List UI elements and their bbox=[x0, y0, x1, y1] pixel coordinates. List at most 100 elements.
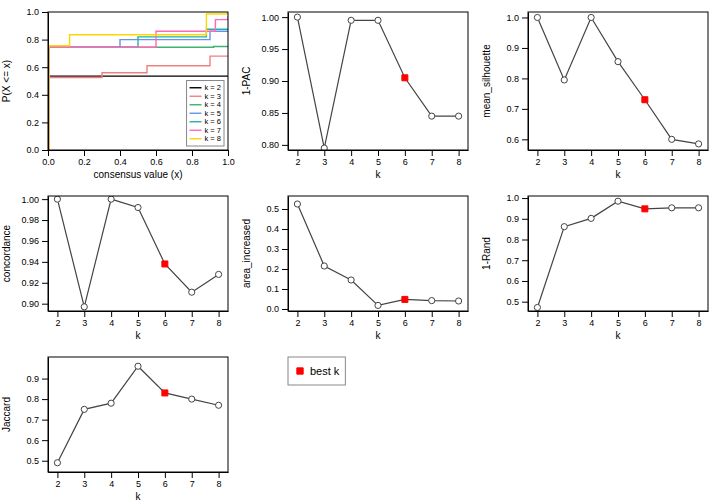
tick-label: 7 bbox=[430, 157, 435, 167]
tick-label: 8 bbox=[217, 318, 222, 328]
tick-label: 0.92 bbox=[21, 278, 39, 288]
tick-label: 1.0 bbox=[506, 193, 519, 203]
tick-label: 5 bbox=[616, 318, 621, 328]
tick-label: 1.00 bbox=[261, 12, 279, 22]
tick: 7 bbox=[670, 311, 675, 328]
tick: 8 bbox=[457, 150, 462, 167]
y-axis: 0.800.850.900.951.00 bbox=[261, 12, 288, 150]
tick-mark bbox=[138, 311, 139, 317]
axis-line bbox=[48, 197, 49, 312]
plot-frame bbox=[288, 12, 468, 150]
tick: 3 bbox=[322, 311, 327, 328]
tick-mark bbox=[282, 145, 288, 146]
tick: 4 bbox=[349, 150, 354, 167]
tick: 0.2 bbox=[26, 118, 48, 128]
tick-label: 0.6 bbox=[506, 276, 519, 286]
tick-label: 5 bbox=[376, 157, 381, 167]
tick-mark bbox=[618, 150, 619, 156]
tick-label: 0.4 bbox=[26, 90, 39, 100]
best-point bbox=[162, 261, 168, 267]
tick-mark bbox=[459, 150, 460, 156]
metric-line bbox=[57, 366, 218, 463]
tick-mark bbox=[645, 311, 646, 317]
tick-mark bbox=[120, 150, 121, 156]
tick-label: 2 bbox=[295, 318, 300, 328]
ecdf-line bbox=[48, 56, 228, 150]
tick: 4 bbox=[109, 472, 114, 489]
tick: 0.8 bbox=[26, 394, 48, 404]
tick-label: 2 bbox=[535, 157, 540, 167]
tick: 0.90 bbox=[21, 299, 48, 309]
tick-mark bbox=[324, 150, 325, 156]
tick: 0.6 bbox=[150, 150, 163, 167]
tick-mark bbox=[282, 113, 288, 114]
tick: 0.8 bbox=[26, 35, 48, 45]
tick-label: 0.6 bbox=[506, 135, 519, 145]
tick-label: 4 bbox=[589, 318, 594, 328]
y-axis: 0.50.60.70.80.9 bbox=[26, 358, 48, 473]
point bbox=[429, 113, 435, 119]
tick-mark bbox=[672, 311, 673, 317]
tick-mark bbox=[192, 311, 193, 317]
legend-swatch bbox=[190, 96, 202, 97]
tick-label: 3 bbox=[322, 157, 327, 167]
tick: 0.8 bbox=[186, 150, 199, 167]
tick-label: 0.96 bbox=[21, 236, 39, 246]
point bbox=[294, 201, 300, 207]
tick: 0.92 bbox=[21, 278, 48, 288]
axis-line bbox=[528, 13, 529, 151]
tick-label: 0.2 bbox=[26, 118, 39, 128]
tick-label: 0.6 bbox=[26, 63, 39, 73]
tick-label: 6 bbox=[403, 157, 408, 167]
tick-mark bbox=[297, 311, 298, 317]
ecdf-line bbox=[48, 31, 228, 150]
best-point bbox=[642, 97, 648, 103]
tick-label: 7 bbox=[190, 479, 195, 489]
legend-swatch bbox=[190, 87, 202, 88]
plot-area bbox=[294, 14, 461, 150]
plot-area bbox=[534, 198, 701, 310]
tick-mark bbox=[42, 420, 48, 421]
tick-mark bbox=[84, 311, 85, 317]
y-axis-label: area_increased bbox=[241, 219, 252, 288]
tick: 6 bbox=[643, 150, 648, 167]
point bbox=[561, 224, 567, 230]
tick-label: 2 bbox=[295, 157, 300, 167]
tick: 4 bbox=[109, 311, 114, 328]
tick: 0.6 bbox=[506, 276, 528, 286]
x-axis-label: k bbox=[616, 330, 622, 341]
y-axis-label: 1-PAC bbox=[241, 67, 252, 96]
tick: 1.0 bbox=[506, 193, 528, 203]
point bbox=[81, 406, 87, 412]
tick: 4 bbox=[589, 311, 594, 328]
tick-mark bbox=[564, 311, 565, 317]
tick-mark bbox=[156, 150, 157, 156]
tick-mark bbox=[522, 48, 528, 49]
tick-label: 0.5 bbox=[266, 204, 279, 214]
tick: 0.94 bbox=[21, 257, 48, 267]
tick-label: 8 bbox=[697, 318, 702, 328]
tick-label: 0.95 bbox=[261, 44, 279, 54]
tick: 0.8 bbox=[506, 235, 528, 245]
panel: 23456780.00.10.20.30.40.5karea_increased bbox=[241, 196, 469, 341]
tick-mark bbox=[42, 283, 48, 284]
plot-frame bbox=[528, 196, 708, 311]
tick-mark bbox=[564, 150, 565, 156]
tick-mark bbox=[282, 17, 288, 18]
tick-mark bbox=[522, 219, 528, 220]
point bbox=[561, 77, 567, 83]
metric-line bbox=[297, 204, 458, 305]
tick: 0.6 bbox=[26, 63, 48, 73]
y-axis: 0.00.20.40.60.81.0 bbox=[26, 7, 48, 155]
tick-mark bbox=[432, 150, 433, 156]
tick-mark bbox=[42, 150, 48, 151]
tick-mark bbox=[324, 311, 325, 317]
legend: best k bbox=[288, 357, 345, 385]
tick: 6 bbox=[403, 150, 408, 167]
tick-label: 1.0 bbox=[26, 7, 39, 17]
tick-label: 1.00 bbox=[21, 195, 39, 205]
tick: 2 bbox=[535, 311, 540, 328]
x-axis-label: k bbox=[136, 491, 142, 502]
tick-label: 3 bbox=[562, 318, 567, 328]
point bbox=[108, 196, 114, 202]
